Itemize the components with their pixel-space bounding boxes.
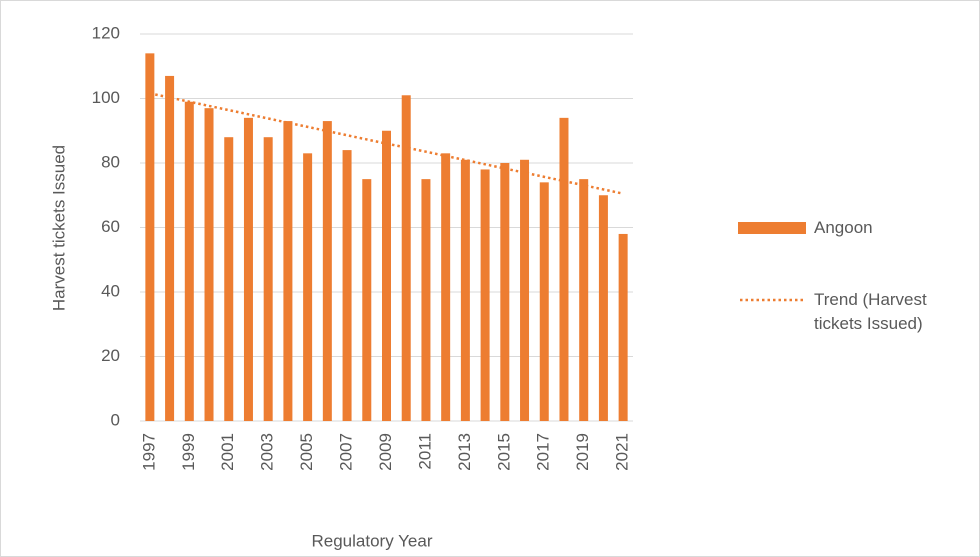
legend-swatch [738,222,806,234]
bar [362,179,372,421]
x-tick-label: 2013 [455,433,474,471]
bar [480,169,490,421]
bar [322,121,332,421]
bar [460,159,470,421]
bar [145,53,155,421]
bar [559,117,569,421]
bar [303,153,313,421]
x-tick-label: 2021 [613,433,632,471]
y-tick-label: 80 [101,152,120,171]
x-tick-label: 1997 [139,433,158,471]
bar [401,95,411,422]
y-tick-label: 60 [101,217,120,236]
y-tick-label: 0 [111,410,120,429]
x-tick-label: 2015 [494,433,513,471]
bar [224,137,234,421]
x-tick-label: 2005 [297,433,316,471]
bar [263,137,273,421]
legend-label: Angoon [814,218,873,237]
x-tick-label: 2001 [218,433,237,471]
bar [539,182,549,421]
x-tick-label: 2003 [258,433,277,471]
y-tick-label: 40 [101,281,120,300]
y-tick-label: 100 [92,88,120,107]
bar [165,75,175,422]
x-tick-label: 2011 [415,433,434,470]
bar [243,117,253,421]
bar [382,130,391,421]
x-tick-label: 2019 [573,433,592,471]
bar [618,233,628,421]
y-axis-title: Harvest tickets Issued [49,145,68,311]
y-tick-label: 20 [101,346,120,365]
bar [579,179,589,421]
bar [342,150,352,421]
x-tick-label: 2017 [534,433,553,471]
bar [598,195,608,421]
trend-line [149,92,624,195]
bar [204,108,214,422]
x-tick-label: 2007 [337,433,356,471]
bar [421,179,431,421]
bar [184,101,194,421]
legend-label: Trend (Harvest tickets Issued) [814,290,927,333]
bar [500,163,510,421]
x-tick-label: 2009 [376,433,395,471]
x-tick-label: 1999 [179,433,198,471]
bar [441,153,451,421]
bar [283,121,293,421]
x-axis-title: Regulatory Year [312,531,433,550]
y-tick-label: 120 [92,23,120,42]
bar [520,159,530,421]
